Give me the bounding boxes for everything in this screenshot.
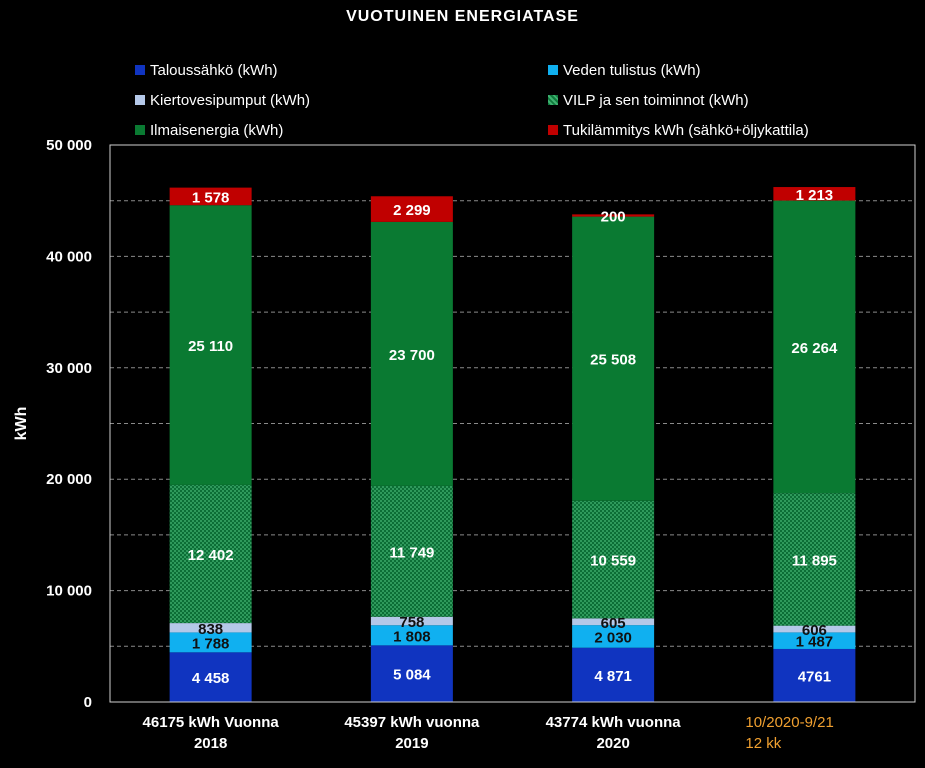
bar-segment xyxy=(169,623,252,633)
bar-segment xyxy=(370,625,453,646)
legend-label: Taloussähkö (kWh) xyxy=(150,62,278,79)
plot-frame xyxy=(109,144,916,703)
y-tick-label: 0 xyxy=(84,694,92,711)
y-tick-label: 20 000 xyxy=(46,471,92,488)
legend-label: Veden tulistus (kWh) xyxy=(563,62,701,79)
legend-item-taloussahko: Taloussähkö (kWh) xyxy=(135,62,278,79)
x-label-line1: 43774 kWh vuonna xyxy=(545,714,681,731)
bar-segment xyxy=(370,485,453,617)
data-label: 1 788 xyxy=(192,635,230,652)
legend-label: VILP ja sen toiminnot (kWh) xyxy=(563,92,749,109)
x-label-line2: 12 kk xyxy=(745,735,782,752)
bar-segment xyxy=(773,625,856,633)
bar-segment xyxy=(169,205,252,485)
x-label-line1: 10/2020-9/21 xyxy=(745,714,834,731)
x-label-line1: 45397 kWh vuonna xyxy=(344,714,480,731)
data-label: 838 xyxy=(198,621,223,638)
bar-segment xyxy=(370,645,453,702)
bar-segment xyxy=(773,632,856,649)
bar-segment xyxy=(773,187,856,201)
data-label: 1 808 xyxy=(393,628,431,645)
y-tick-label: 40 000 xyxy=(46,248,92,265)
chart-title: VUOTUINEN ENERGIATASE xyxy=(346,8,579,25)
legend-item-tukilammitys: Tukilämmitys kWh (sähkö+öljykattila) xyxy=(548,122,809,139)
bar-segment xyxy=(370,221,453,486)
bar-segment xyxy=(169,652,252,702)
legend-label: Ilmaisenergia (kWh) xyxy=(150,122,284,139)
legend-swatch xyxy=(135,65,145,75)
data-label: 1 213 xyxy=(796,187,834,204)
bar-segment xyxy=(572,618,655,626)
data-label: 200 xyxy=(601,208,626,225)
legend-label: Kiertovesipumput (kWh) xyxy=(150,92,311,109)
data-label: 26 264 xyxy=(791,340,838,357)
data-label: 2 299 xyxy=(393,202,431,219)
bar-segment xyxy=(572,647,655,702)
legend-swatch xyxy=(135,125,145,135)
legend-label: Tukilämmitys kWh (sähkö+öljykattila) xyxy=(563,122,809,139)
data-label: 4 871 xyxy=(594,668,632,685)
legend-item-ilmaisenergia: Ilmaisenergia (kWh) xyxy=(135,122,283,139)
x-label-line1: 46175 kWh Vuonna xyxy=(142,714,279,731)
data-label: 11 749 xyxy=(389,544,434,561)
legend-swatch xyxy=(548,95,558,105)
x-label-line2: 2020 xyxy=(596,735,630,752)
legend-item-veden-tulistus: Veden tulistus (kWh) xyxy=(548,62,701,79)
data-label: 25 110 xyxy=(188,338,233,355)
bar-segment xyxy=(572,216,655,501)
data-label: 4 458 xyxy=(192,670,230,687)
bar-segment xyxy=(169,632,252,653)
legend-swatch xyxy=(548,125,558,135)
x-label-line2: 2019 xyxy=(395,735,429,752)
data-label: 606 xyxy=(802,622,827,639)
x-label-line2: 2018 xyxy=(193,735,228,752)
bar-segment xyxy=(169,187,252,206)
data-label: 2 030 xyxy=(594,629,632,646)
bar-segment xyxy=(572,214,655,217)
y-tick-label: 30 000 xyxy=(46,360,92,377)
legend-swatch xyxy=(548,65,558,75)
legend-swatch xyxy=(135,95,145,105)
x-category-label: 43774 kWh vuonna 2020 xyxy=(523,712,703,754)
bar-segment xyxy=(370,616,453,626)
y-tick-label: 50 000 xyxy=(46,137,92,154)
data-label: 11 895 xyxy=(792,552,837,569)
bar-segment xyxy=(773,200,856,494)
data-label: 605 xyxy=(601,615,626,632)
bar-segment xyxy=(370,196,453,222)
data-label: 1 578 xyxy=(192,189,230,206)
y-tick-label: 10 000 xyxy=(46,583,92,600)
bar-segment xyxy=(169,484,252,624)
x-category-label: 46175 kWh Vuonna 2018 xyxy=(121,712,301,754)
bar-segment xyxy=(773,493,856,626)
data-label: 23 700 xyxy=(389,347,435,364)
data-label: 5 084 xyxy=(393,667,431,684)
legend-item-kiertovesipumput: Kiertovesipumput (kWh) xyxy=(135,92,310,109)
data-label: 4761 xyxy=(798,668,831,685)
bar-segment xyxy=(572,500,655,619)
data-label: 12 402 xyxy=(188,547,234,564)
bar-segment xyxy=(572,625,655,648)
x-category-label: 45397 kWh vuonna 2019 xyxy=(322,712,502,754)
y-axis-label: kWh xyxy=(13,407,30,441)
bar-segment xyxy=(773,648,856,702)
data-label: 1 487 xyxy=(796,634,834,651)
x-category-label: 10/2020-9/21 12 kk xyxy=(745,712,833,754)
data-label: 10 559 xyxy=(590,553,636,570)
data-label: 758 xyxy=(399,614,424,631)
legend-item-vilp: VILP ja sen toiminnot (kWh) xyxy=(548,92,749,109)
data-label: 25 508 xyxy=(590,352,636,369)
